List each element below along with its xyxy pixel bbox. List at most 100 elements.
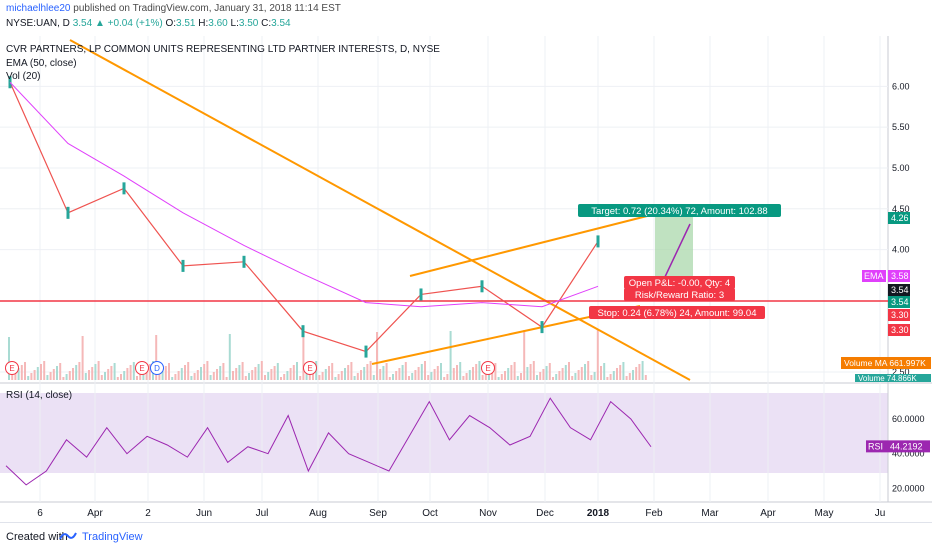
volume-bar: [17, 368, 20, 380]
volume-bar: [353, 376, 356, 380]
trend-lines: [0, 39, 888, 381]
volume-bar: [481, 375, 484, 380]
volume-bar: [283, 374, 286, 380]
volume-bar: [363, 367, 366, 380]
volume-bar: [148, 364, 151, 380]
rsi-line: [5, 397, 652, 486]
volume-bar: [632, 370, 634, 380]
volume-bar: [574, 373, 577, 380]
volume-bar: [392, 374, 394, 380]
volume-bar: [328, 366, 330, 380]
price-axis: 6.00 5.50 5.00 4.50 4.00 2.50 60.0000 40.0000 20…: [841, 81, 931, 493]
volume-bar: [449, 331, 452, 380]
chart-canvas[interactable]: Target: 0.72 (20.34%) 72, Amount: 102.88…: [0, 0, 932, 522]
volume-bar: [132, 362, 135, 380]
event-marker-icon: [150, 361, 164, 375]
open-pl-label: Open P&L: -0.00, Qty: 4: [629, 278, 730, 289]
event-marker-icon: [303, 361, 317, 375]
volume-bar: [417, 367, 420, 380]
volume-bar: [536, 375, 538, 380]
volume-bar: [225, 377, 228, 380]
volume-bar: [436, 366, 439, 380]
volume-bar: [68, 371, 71, 380]
volume-bar: [372, 375, 375, 380]
rsi-value: 44.2192: [890, 441, 923, 451]
open-label: O:: [165, 18, 177, 29]
profit-zone: [655, 214, 693, 284]
volume-bar: [139, 373, 142, 380]
volume-bar: [8, 337, 10, 380]
volume-bar: [628, 373, 631, 380]
volume-bar: [446, 374, 449, 380]
volume-bar: [350, 362, 353, 380]
x-tick-label: Oct: [422, 508, 438, 519]
volume-bar: [609, 374, 612, 380]
price-candle: [242, 255, 246, 268]
volume-bar: [280, 377, 282, 380]
ema-indicator-label[interactable]: EMA (50, close): [6, 58, 77, 69]
volume-bar: [257, 364, 260, 380]
y-tick-label: 4.50: [892, 204, 910, 214]
volume-bar: [331, 363, 334, 380]
volume-ma-box: [841, 357, 931, 369]
y-tick-label: 2.50: [892, 367, 910, 377]
x-tick-label: Apr: [87, 508, 103, 519]
volume-bar: [360, 370, 362, 380]
volume-bar: [235, 368, 238, 380]
volume-bar: [292, 365, 295, 380]
price-candle: [301, 325, 305, 338]
event-marker-label: D: [154, 364, 160, 373]
volume-bar: [155, 335, 158, 380]
low-value: 3.50: [238, 18, 259, 29]
tradingview-brand[interactable]: TradingView: [82, 531, 143, 543]
volume-bar: [190, 376, 193, 380]
volume-bar: [440, 363, 442, 380]
volume-bar: [123, 371, 126, 380]
volume-bar: [97, 361, 100, 380]
volume-bar: [545, 366, 548, 380]
volume-bar: [433, 369, 436, 380]
price-tag: 3.54: [891, 285, 909, 295]
volume-bar: [529, 364, 532, 380]
rsi-indicator-label[interactable]: RSI (14, close): [6, 390, 73, 401]
volume-bar: [520, 373, 522, 380]
volume-bar: [196, 370, 199, 380]
volume-bar: [174, 374, 177, 380]
price-tag-box: [888, 324, 910, 336]
volume-bar: [56, 366, 58, 380]
price-candle: [419, 288, 423, 301]
volume-bar: [296, 362, 298, 380]
volume-bar: [427, 375, 430, 380]
price-candle: [480, 280, 484, 293]
volume-bar: [376, 332, 378, 380]
volume-bar: [193, 373, 196, 380]
x-tick-label: Dec: [536, 508, 554, 519]
volume-bar: [507, 368, 510, 380]
volume-bar: [126, 368, 129, 380]
author-link[interactable]: michaelhlee20: [6, 3, 71, 14]
x-tick-label: 2018: [587, 508, 610, 519]
event-marker-icon: [135, 361, 149, 375]
volume-indicator-label[interactable]: Vol (20): [6, 71, 41, 82]
price-tag-box: [888, 270, 910, 282]
open-value: 3.51: [176, 18, 196, 29]
volume-bar: [129, 365, 132, 380]
risk-reward-label: Risk/Reward Ratio: 3: [635, 290, 724, 301]
volume-bar: [100, 375, 103, 380]
ema-line: [9, 81, 599, 308]
volume-bar: [619, 365, 622, 380]
up-arrow-icon: ▲: [94, 18, 105, 29]
volume-bar: [424, 361, 426, 380]
volume-bar: [228, 334, 231, 380]
volume-bar: [369, 361, 372, 380]
volume-bar: [200, 367, 202, 380]
stop-label-box: [589, 306, 765, 319]
price-candle: [596, 235, 600, 248]
volume-bar: [366, 364, 369, 380]
volume-bar: [385, 363, 388, 380]
x-tick-label: Aug: [309, 508, 327, 519]
volume-bar: [596, 329, 599, 380]
volume-bar: [177, 371, 180, 380]
x-tick-label: 6: [37, 508, 43, 519]
volume-bar: [542, 369, 545, 380]
